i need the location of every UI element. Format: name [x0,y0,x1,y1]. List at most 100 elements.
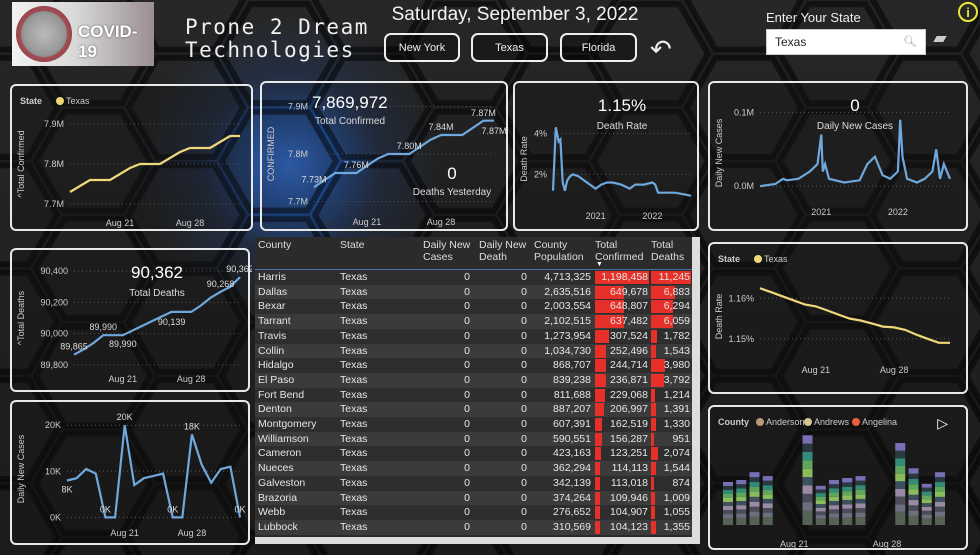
state-input-value: Texas [775,35,807,49]
data-label: 7.84M [429,122,454,132]
y-axis-label: Daily New Cases [714,118,724,187]
table-row[interactable]: Fort Bend Texas 0 0 811,688 229,068 1,214 [255,387,692,403]
data-label: 7.87M [481,126,506,136]
table-row[interactable]: Collin Texas 0 0 1,034,730 252,496 1,543 [255,343,692,359]
table-row[interactable]: El Paso Texas 0 0 839,238 236,871 3,792 [255,372,692,388]
legend-title: State [718,254,740,264]
y-tick-label: 89,800 [40,360,68,370]
stacked-area-band [842,499,853,505]
table-cell: Nueces [258,462,294,475]
stacked-area-band [935,491,945,497]
table-row[interactable]: Williamson Texas 0 0 590,551 156,287 951 [255,431,692,447]
column-header[interactable]: County Population [534,239,584,263]
stacked-area-band [723,493,733,498]
stacked-area-band [749,496,760,502]
florida-button[interactable]: Florida [560,33,637,62]
column-header[interactable]: County [258,239,292,251]
x-tick-label: Aug 21 [802,365,831,375]
legend-item: Andrews [814,417,850,427]
table-cell: 342,139 [553,476,591,489]
column-header[interactable]: Total Deaths [651,239,685,263]
stacked-area-band [749,486,760,492]
data-label: 89,990 [109,339,137,349]
table-row[interactable]: Montgomery Texas 0 0 607,391 162,519 1,330 [255,417,692,432]
table-row[interactable]: Travis Texas 0 0 1,273,954 307,524 1,782 [255,328,692,344]
column-header[interactable]: Daily New Cases [423,239,471,263]
stacked-area-band [815,496,826,501]
y-tick-label: 7.8M [288,149,308,159]
stacked-area-band [855,517,866,525]
table-row[interactable]: Harris Texas 0 0 4,713,325 1,198,458 11,245 [255,270,692,285]
stacked-area-band [895,450,906,459]
table-cell: 607,391 [553,418,591,430]
chart-svg: 0.0M 0.1M 2021 2022 Daily New Cases 0 Daily Ne… [714,96,952,217]
column-header[interactable]: State [340,239,365,251]
state-search-input[interactable]: Texas 🔍︎ [766,29,926,55]
stacked-area-band [855,476,866,481]
table-cell: Texas [340,447,368,460]
vertical-scrollbar[interactable] [692,237,700,537]
table-cell: 362,294 [553,462,591,475]
x-tick-label: 2021 [586,211,606,221]
stacked-area-band [802,485,813,494]
stacked-area-band [895,504,906,512]
table-cell: 0 [464,271,470,283]
legend-dot [804,418,812,426]
undo-icon[interactable]: ↶ [650,34,672,64]
table-cell: Texas [340,403,368,416]
column-header[interactable]: Daily New Death [479,239,527,263]
table-cell: Texas [340,418,368,430]
table-row[interactable]: Dallas Texas 0 0 2,635,516 649,678 6,883 [255,284,692,300]
chart-svg: 2% 4% 2021 2022 Death Rate 1.15% Death Rate [519,96,692,221]
data-bar [651,418,656,431]
table-row[interactable]: Denton Texas 0 0 887,207 206,997 1,391 [255,402,692,417]
table-row[interactable]: Hidalgo Texas 0 0 868,707 244,714 3,980 [255,358,692,373]
table-row[interactable]: Nueces Texas 0 0 362,294 114,113 1,544 [255,461,692,476]
new-york-button[interactable]: New York [384,33,460,62]
info-icon[interactable]: i [958,2,978,22]
search-icon[interactable]: 🔍︎ [903,36,917,48]
table-row[interactable]: Tarrant Texas 0 0 2,102,515 637,482 6,059 [255,314,692,329]
stacked-area-band [802,493,813,503]
table-cell: Lubbock [258,520,298,533]
table-row[interactable]: Galveston Texas 0 0 342,139 113,018 874 [255,475,692,491]
table-cell: 123,251 [610,447,648,460]
table-cell: 0 [464,462,470,475]
state-death-rate-chart: 1.15% 1.16% Aug 21 Aug 28 Death Rate State Tex… [708,242,968,394]
column-header[interactable]: Total Confirmed [595,239,644,263]
stacked-area-band [935,472,945,478]
table-row[interactable]: Brazoria Texas 0 0 374,264 109,946 1,009 [255,490,692,506]
sort-descending-icon[interactable]: ▼ [596,261,603,268]
state-total-confirmed-chart: 7.7M 7.8M 7.9M Aug 21 Aug 28 ^Total Confirmed… [10,84,253,231]
y-tick-label: 0K [50,512,61,522]
series-line [73,276,241,356]
stacked-area-band [935,511,945,517]
data-bar [651,271,691,284]
table-row[interactable]: Lubbock Texas 0 0 310,569 104,123 1,355 [255,519,692,535]
data-label: 0K [100,504,111,514]
table-cell: Bexar [258,300,286,313]
stacked-area-band [736,492,747,497]
next-page-icon[interactable]: ▷ [937,415,948,431]
x-tick-label: 2021 [811,207,831,217]
table-cell: 0 [521,491,527,504]
texas-button[interactable]: Texas [471,33,548,62]
table-row[interactable]: Bexar Texas 0 0 2,003,554 648,807 6,294 [255,299,692,315]
stacked-area-band [895,465,906,474]
y-tick-label: 7.7M [288,197,308,207]
data-bar [595,432,603,446]
table-cell: 1,034,730 [544,344,591,357]
horizontal-scrollbar[interactable] [255,537,700,544]
table-cell: 0 [521,373,527,386]
data-bar [651,388,656,402]
data-bar [651,462,657,476]
stacked-area-band [802,452,813,461]
table-row[interactable]: Cameron Texas 0 0 423,163 123,251 2,074 [255,446,692,462]
table-row[interactable]: Webb Texas 0 0 276,652 104,907 1,055 [255,505,692,520]
table-cell: 0 [521,447,527,460]
y-tick-label: 0.0M [734,181,754,191]
table-cell: 0 [521,285,527,298]
total-deaths-chart: 89,800 90,000 90,200 90,400 Aug 21 Aug 28 ^Tot… [10,248,252,392]
table-cell: 811,688 [553,388,591,401]
table-cell: 1,391 [663,403,690,416]
